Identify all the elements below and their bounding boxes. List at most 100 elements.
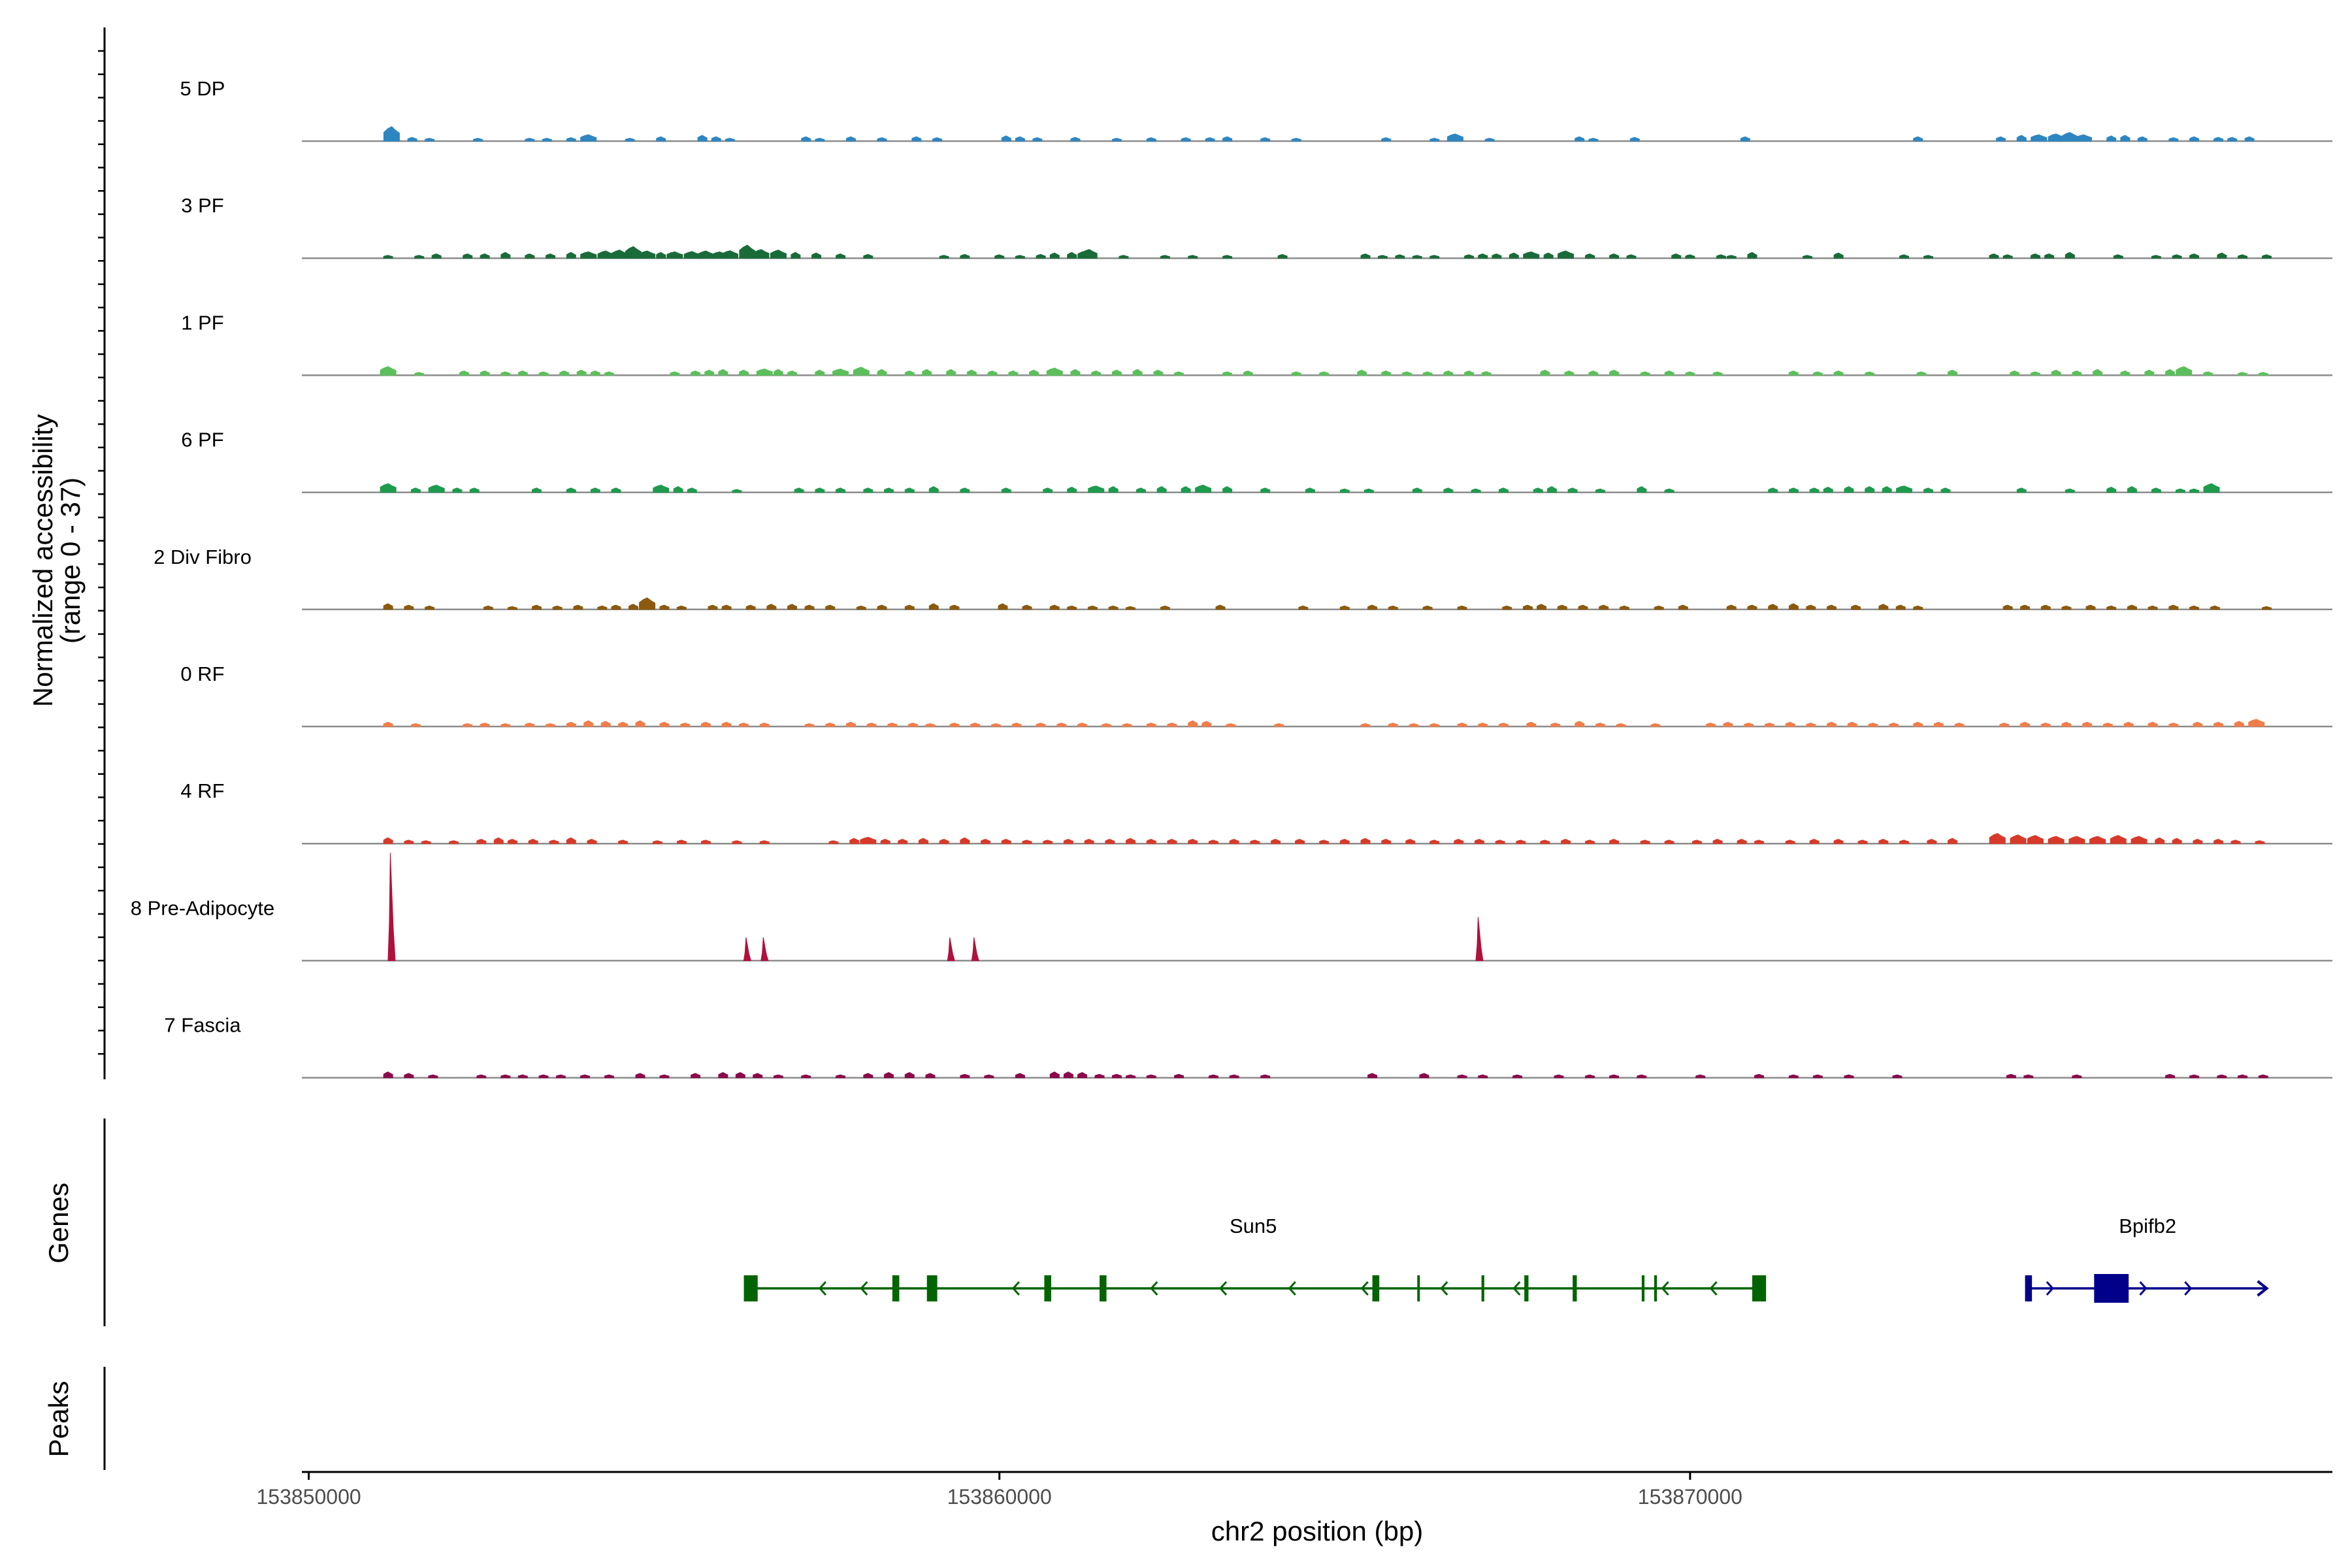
coverage-peak — [887, 723, 898, 727]
track-3-pf: 3 PF — [181, 194, 2332, 259]
coverage-peak — [1695, 1074, 1706, 1079]
coverage-peak — [1360, 253, 1371, 259]
coverage-peak — [773, 1074, 783, 1079]
coverage-peak — [1015, 136, 1025, 142]
coverage-peak — [2244, 136, 2255, 142]
coverage-peak — [939, 838, 949, 844]
coverage-peak — [1181, 486, 1191, 493]
coverage-peak — [787, 604, 798, 610]
gene-strand-arrow — [1011, 1281, 1020, 1296]
coverage-peak — [1754, 840, 1765, 844]
coverage-peak — [2148, 721, 2158, 727]
coverage-peak — [1377, 255, 1388, 259]
coverage-peak — [656, 136, 666, 142]
coverage-peak — [960, 487, 970, 493]
coverage-peak — [960, 1073, 970, 1079]
coverage-peak — [2193, 838, 2203, 844]
coverage-peak — [611, 487, 621, 493]
coverage-peak — [656, 252, 666, 259]
coverage-peak — [1640, 371, 1650, 376]
coverage-peak — [597, 250, 614, 259]
coverage-peak — [815, 369, 825, 376]
coverage-peak — [2065, 488, 2075, 493]
coverage-peak — [1526, 721, 1537, 727]
coverage-peak — [1457, 723, 1467, 727]
coverage-peak — [1260, 137, 1271, 142]
coverage-peak — [939, 255, 949, 259]
coverage-peak — [1847, 721, 1857, 727]
coverage-peak — [1764, 723, 1774, 727]
coverage-peak — [500, 371, 511, 376]
track-label: 2 Div Fibro — [154, 546, 252, 568]
coverage-peak — [2137, 136, 2148, 142]
coverage-peak — [1595, 723, 1605, 727]
coverage-peak — [459, 370, 469, 376]
coverage-peak — [1923, 487, 1934, 493]
coverage-peak — [1229, 1074, 1239, 1079]
coverage-peak — [801, 136, 811, 142]
coverage-peak — [1564, 370, 1575, 376]
coverage-peak — [1008, 370, 1019, 376]
coverage-peak — [1339, 605, 1350, 610]
track-0-rf: 0 RF — [180, 662, 2332, 728]
coverage-peak — [1785, 721, 1795, 727]
coverage-peak — [1744, 723, 1754, 727]
coverage-peak — [1575, 721, 1585, 727]
gene-strand-arrow — [1512, 1281, 1521, 1296]
track-label: 3 PF — [181, 194, 223, 217]
coverage-peak — [1616, 723, 1626, 727]
coverage-peak — [863, 1073, 874, 1079]
coverage-peak — [960, 837, 970, 844]
x-axis-tick-label: 153850000 — [256, 1485, 361, 1509]
coverage-peak — [1851, 604, 1861, 610]
coverage-tracks: 5 DP 3 PF 1 PF 6 PF 2 Div Fibro 0 RF 4 RF 8 Pre… — [131, 77, 2332, 1079]
coverage-peak — [908, 723, 919, 727]
coverage-peak — [928, 603, 939, 610]
coverage-peak — [2213, 838, 2224, 844]
coverage-peak — [480, 370, 490, 376]
gene-exon — [1417, 1275, 1420, 1301]
gene-strand-arrow — [818, 1281, 826, 1296]
coverage-peak — [1650, 723, 1661, 727]
coverage-peak — [2065, 252, 2075, 259]
coverage-peak — [576, 369, 587, 376]
coverage-peak — [801, 1074, 811, 1079]
coverage-peak — [2044, 253, 2055, 259]
coverage-peak — [546, 253, 556, 259]
track-label: 6 PF — [181, 429, 223, 451]
coverage-peak — [1948, 838, 1958, 844]
coverage-peak — [493, 837, 504, 844]
coverage-peak — [383, 1071, 393, 1079]
coverage-peak — [1208, 1074, 1218, 1079]
coverage-peak — [1474, 838, 1484, 844]
gene-bpifb2: Bpifb2 — [2025, 1215, 2269, 1303]
coverage-peak — [517, 370, 528, 376]
coverage-peak — [1088, 485, 1105, 493]
coverage-peak — [1844, 1074, 1854, 1079]
coverage-peak — [1454, 838, 1464, 844]
coverage-peak — [1989, 253, 1999, 259]
gene-exon — [1481, 1275, 1484, 1301]
coverage-peak — [2106, 487, 2117, 493]
coverage-peak — [863, 487, 874, 493]
coverage-peak — [2106, 605, 2117, 610]
coverage-peak — [925, 1073, 936, 1079]
coverage-peak — [2102, 723, 2113, 727]
coverage-peak — [1015, 255, 1025, 259]
coverage-peak — [1032, 137, 1043, 142]
coverage-peak — [836, 487, 846, 493]
coverage-peak — [1146, 1074, 1156, 1079]
coverage-peak — [1067, 605, 1077, 610]
coverage-peak — [1146, 723, 1156, 727]
coverage-peak — [1788, 487, 1799, 493]
gene-exon — [1100, 1275, 1107, 1301]
coverage-peak — [815, 138, 825, 142]
coverage-peak — [770, 250, 787, 259]
coverage-peak — [1609, 253, 1620, 259]
coverage-peak — [1156, 486, 1167, 493]
coverage-peak — [2172, 254, 2182, 259]
coverage-peak — [1422, 371, 1433, 376]
coverage-peak — [1243, 370, 1253, 376]
gene-strand-arrow — [1661, 1281, 1669, 1296]
